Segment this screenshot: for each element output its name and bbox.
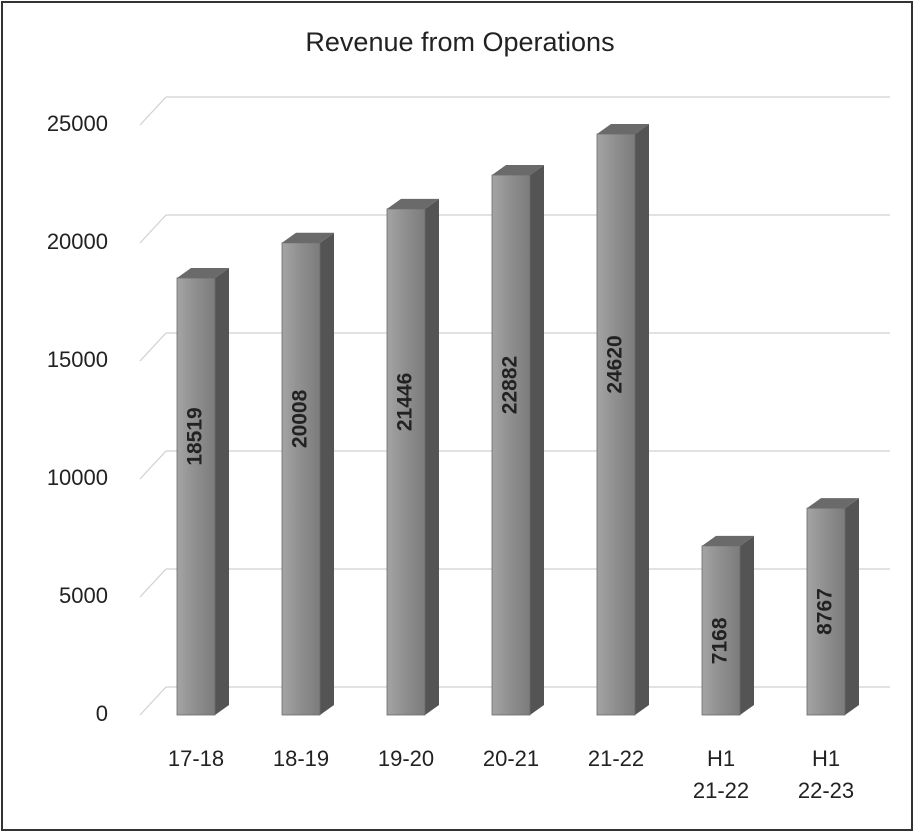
bar-front <box>386 208 426 716</box>
bar-side <box>425 198 439 716</box>
bar-front <box>596 133 636 716</box>
y-tick-label: 0 <box>96 701 108 726</box>
bar <box>491 164 544 716</box>
bar-top <box>807 498 859 509</box>
value-label: 20008 <box>289 389 312 448</box>
value-label: 21446 <box>394 373 417 431</box>
grid-line-depth <box>139 96 167 126</box>
x-tick-label: H1 22-23 <box>798 746 854 803</box>
y-tick-label: 25000 <box>47 111 108 136</box>
y-tick-label: 5000 <box>59 583 108 608</box>
bar <box>386 198 439 716</box>
grid-line-depth <box>139 568 167 598</box>
x-tick-line: H1 <box>812 746 840 771</box>
bar <box>281 232 334 716</box>
value-label: 7168 <box>709 617 732 664</box>
bar-front <box>176 277 216 716</box>
bar-top <box>282 232 334 243</box>
x-tick-label: 17-18 <box>168 746 224 771</box>
bar <box>806 498 859 716</box>
y-tick-label: 10000 <box>47 465 108 490</box>
bar-top <box>702 535 754 546</box>
value-label: 18519 <box>184 407 207 465</box>
bar <box>596 123 649 716</box>
bar <box>176 267 229 716</box>
bar-front <box>281 242 321 716</box>
bar-side <box>320 232 334 715</box>
value-label: 22882 <box>499 356 522 414</box>
grid-line-depth <box>139 686 167 716</box>
bar <box>701 535 754 716</box>
bar-top <box>597 123 649 134</box>
grid-line-depth <box>139 332 167 362</box>
x-tick-line: H1 <box>707 746 735 771</box>
x-tick-label: 21-22 <box>588 746 644 771</box>
y-tick-label: 20000 <box>47 229 108 254</box>
x-tick-label: H1 21-22 <box>693 746 749 803</box>
bar-top <box>177 267 229 278</box>
bar-side <box>530 164 544 715</box>
x-tick-label: 18-19 <box>273 746 329 771</box>
bar-top <box>492 164 544 175</box>
y-tick-label: 15000 <box>47 347 108 372</box>
x-tick-line: 22-23 <box>798 778 854 803</box>
bar-side <box>215 267 229 715</box>
x-tick-label: 20-21 <box>483 746 539 771</box>
bar-front <box>701 545 741 716</box>
value-label: 24620 <box>604 335 627 393</box>
bar-side <box>635 123 649 715</box>
value-label: 8767 <box>814 588 837 635</box>
bar-top <box>387 198 439 209</box>
x-tick-line: 21-22 <box>693 778 749 803</box>
bar-side <box>845 498 859 715</box>
bar-front <box>491 174 531 716</box>
bar-front <box>806 507 846 716</box>
x-tick-label: 19-20 <box>378 746 434 771</box>
grid-line-depth <box>139 450 167 480</box>
grid-line-depth <box>139 214 167 244</box>
chart-title: Revenue from Operations <box>305 27 614 57</box>
bar-side <box>740 535 754 715</box>
